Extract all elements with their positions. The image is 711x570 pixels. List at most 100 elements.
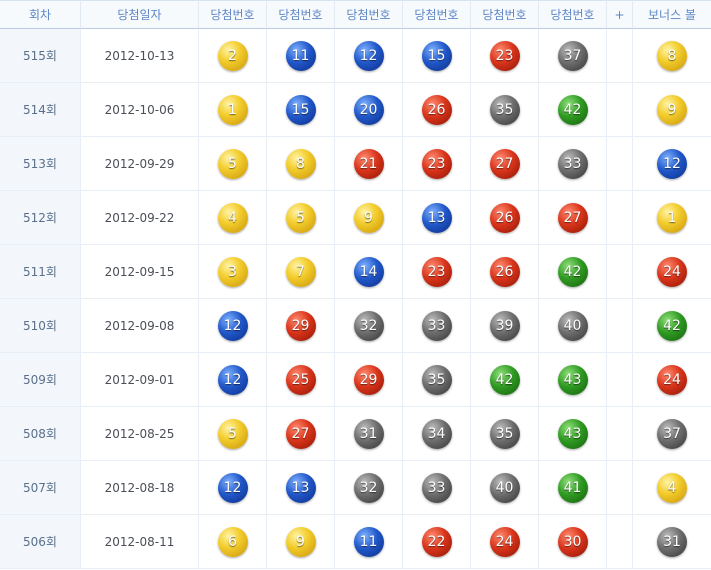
date-cell: 2012-08-25 — [80, 407, 198, 461]
plus-cell — [606, 245, 632, 299]
number-cell: 11 — [266, 29, 334, 83]
number-cell: 26 — [402, 83, 470, 137]
lotto-ball: 5 — [217, 148, 248, 179]
plus-cell — [606, 461, 632, 515]
lotto-ball: 26 — [489, 202, 520, 233]
number-cell: 23 — [402, 137, 470, 191]
lotto-ball: 40 — [557, 310, 588, 341]
lotto-ball: 12 — [353, 40, 384, 71]
round-cell: 507회 — [0, 461, 80, 515]
lotto-ball: 42 — [557, 256, 588, 287]
number-cell: 14 — [334, 245, 402, 299]
lotto-ball: 24 — [489, 526, 520, 557]
lotto-ball: 13 — [421, 202, 452, 233]
round-cell: 510회 — [0, 299, 80, 353]
lotto-ball: 30 — [557, 526, 588, 557]
number-cell: 6 — [198, 515, 266, 569]
number-cell: 35 — [470, 407, 538, 461]
lotto-ball: 32 — [353, 310, 384, 341]
number-cell: 33 — [538, 137, 606, 191]
bonus-ball: 42 — [657, 310, 687, 341]
number-cell: 32 — [334, 299, 402, 353]
plus-cell — [606, 515, 632, 569]
lotto-ball: 3 — [217, 256, 248, 287]
number-cell: 26 — [470, 245, 538, 299]
plus-cell — [606, 407, 632, 461]
lotto-ball: 35 — [489, 418, 520, 449]
number-cell: 29 — [266, 299, 334, 353]
plus-cell — [606, 29, 632, 83]
number-cell: 23 — [470, 29, 538, 83]
round-cell: 515회 — [0, 29, 80, 83]
number-cell: 35 — [470, 83, 538, 137]
lotto-ball: 41 — [557, 472, 588, 503]
lotto-ball: 33 — [557, 148, 588, 179]
lotto-ball: 1 — [217, 94, 248, 125]
date-cell: 2012-08-18 — [80, 461, 198, 515]
number-cell: 21 — [334, 137, 402, 191]
number-cell: 9 — [334, 191, 402, 245]
table-row: 507회 2012-08-18 12 13 32 33 40 41 4 — [0, 461, 711, 515]
number-cell: 9 — [266, 515, 334, 569]
plus-cell — [606, 353, 632, 407]
bonus-cell: 4 — [632, 461, 711, 515]
header-number-5: 당첨번호 — [470, 0, 538, 29]
lotto-ball: 5 — [217, 418, 248, 449]
lotto-ball: 27 — [285, 418, 316, 449]
plus-cell — [606, 137, 632, 191]
number-cell: 15 — [266, 83, 334, 137]
number-cell: 5 — [198, 407, 266, 461]
date-cell: 2012-09-08 — [80, 299, 198, 353]
round-cell: 508회 — [0, 407, 80, 461]
lotto-ball: 37 — [557, 40, 588, 71]
bonus-ball: 12 — [657, 148, 687, 179]
bonus-ball: 9 — [657, 94, 687, 125]
lotto-ball: 43 — [557, 364, 588, 395]
lotto-ball: 27 — [489, 148, 520, 179]
lotto-ball: 11 — [353, 526, 384, 557]
number-cell: 2 — [198, 29, 266, 83]
lotto-results-body: 515회 2012-10-13 2 11 12 15 23 37 8 514회 2012-10-06… — [0, 29, 711, 569]
table-row: 513회 2012-09-29 5 8 21 23 27 33 12 — [0, 137, 711, 191]
header-bonus: 보너스 볼 — [632, 0, 711, 29]
number-cell: 26 — [470, 191, 538, 245]
number-cell: 12 — [198, 299, 266, 353]
round-cell: 512회 — [0, 191, 80, 245]
lotto-ball: 40 — [489, 472, 520, 503]
number-cell: 42 — [538, 83, 606, 137]
lotto-ball: 12 — [217, 472, 248, 503]
number-cell: 24 — [470, 515, 538, 569]
number-cell: 5 — [198, 137, 266, 191]
lotto-ball: 26 — [489, 256, 520, 287]
number-cell: 1 — [198, 83, 266, 137]
table-row: 514회 2012-10-06 1 15 20 26 35 42 9 — [0, 83, 711, 137]
lotto-ball: 39 — [489, 310, 520, 341]
date-cell: 2012-09-01 — [80, 353, 198, 407]
table-row: 510회 2012-09-08 12 29 32 33 39 40 42 — [0, 299, 711, 353]
number-cell: 27 — [470, 137, 538, 191]
table-row: 506회 2012-08-11 6 9 11 22 24 30 31 — [0, 515, 711, 569]
number-cell: 32 — [334, 461, 402, 515]
number-cell: 30 — [538, 515, 606, 569]
lotto-ball: 12 — [217, 310, 248, 341]
lotto-ball: 22 — [421, 526, 452, 557]
lotto-ball: 15 — [285, 94, 316, 125]
number-cell: 22 — [402, 515, 470, 569]
number-cell: 12 — [334, 29, 402, 83]
header-plus: + — [606, 0, 632, 29]
date-cell: 2012-10-13 — [80, 29, 198, 83]
header-round: 회차 — [0, 0, 80, 29]
number-cell: 41 — [538, 461, 606, 515]
round-cell: 514회 — [0, 83, 80, 137]
bonus-ball: 31 — [657, 526, 687, 557]
bonus-ball: 8 — [657, 40, 687, 71]
round-cell: 509회 — [0, 353, 80, 407]
header-number-1: 당첨번호 — [198, 0, 266, 29]
number-cell: 5 — [266, 191, 334, 245]
bonus-cell: 8 — [632, 29, 711, 83]
plus-cell — [606, 299, 632, 353]
bonus-cell: 24 — [632, 245, 711, 299]
round-cell: 511회 — [0, 245, 80, 299]
number-cell: 4 — [198, 191, 266, 245]
